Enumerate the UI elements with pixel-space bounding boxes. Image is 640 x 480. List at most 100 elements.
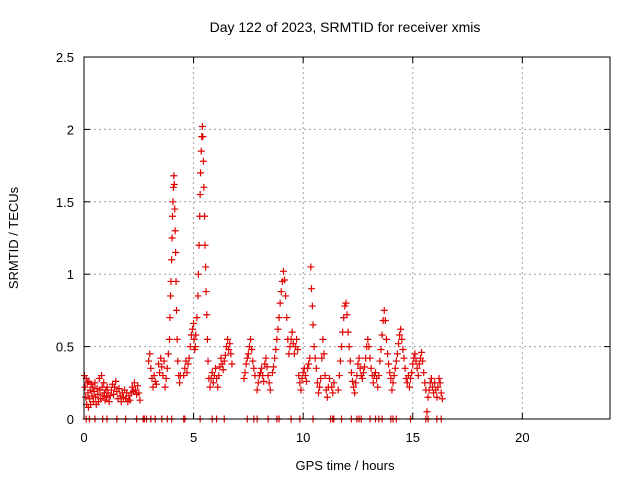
data-point [266,386,274,394]
data-point [168,234,176,242]
x-tick-label: 15 [406,430,420,445]
data-point [436,379,444,387]
data-point [191,343,199,351]
data-point [170,172,178,180]
data-point [418,348,426,356]
data-point [168,256,176,264]
data-point [307,285,315,293]
data-point [388,386,396,394]
y-tick-label: 0 [67,412,74,427]
data-point [374,383,382,391]
data-point [169,212,177,220]
data-point [185,354,193,362]
data-point [424,393,432,401]
data-point [419,357,427,365]
data-point [200,183,208,191]
data-point [310,343,318,351]
data-point [401,364,409,372]
data-point [224,335,232,343]
data-point [265,379,273,387]
data-point [282,292,290,300]
data-point [197,169,205,177]
data-point [94,390,102,398]
data-point [348,377,356,385]
data-point [82,393,90,401]
data-point [351,389,359,397]
data-point [318,354,326,362]
data-point [302,377,310,385]
data-point [250,364,258,372]
data-point [242,360,250,368]
data-point [328,383,336,391]
data-point [126,396,134,404]
data-point [202,263,210,271]
data-point [386,369,394,377]
data-point [390,372,398,380]
data-point [411,350,419,358]
data-point [88,392,96,400]
data-point [297,386,305,394]
data-point [103,393,111,401]
y-tick-label: 1 [67,267,74,282]
data-point [334,386,342,394]
data-point [359,369,367,377]
data-point [319,335,327,343]
data-point [315,389,323,397]
data-point [335,372,343,380]
x-tick-label: 5 [190,430,197,445]
data-point [192,331,200,339]
data-point [330,379,338,387]
data-point [288,328,296,336]
data-point [171,205,179,213]
data-point [171,227,179,235]
data-point [290,350,298,358]
data-point [103,383,111,391]
data-point [376,357,384,365]
data-point [268,369,276,377]
y-tick-label: 1.5 [56,195,74,210]
data-point [214,383,222,391]
data-point [81,383,89,391]
data-point [146,350,154,358]
data-point [385,360,393,368]
data-point [240,374,248,382]
data-point [361,363,369,371]
data-point [323,393,331,401]
data-point [395,340,403,348]
data-point [434,383,442,391]
data-point [407,374,415,382]
data-point [317,374,325,382]
data-point [321,372,329,380]
x-tick-label: 10 [296,430,310,445]
data-point [258,364,266,372]
data-point [162,374,170,382]
data-point [244,350,252,358]
data-point [316,383,324,391]
data-point [350,383,358,391]
data-point [203,311,211,319]
data-point [354,360,362,368]
x-tick-label: 20 [515,430,529,445]
data-point [293,335,301,343]
y-tick-label: 2.5 [56,50,74,65]
data-point [271,354,279,362]
data-point [158,363,166,371]
data-point [152,380,160,388]
data-point [241,369,249,377]
data-point [408,369,416,377]
data-point [100,379,108,387]
data-point [398,335,406,343]
data-point [276,299,284,307]
data-point [226,340,234,348]
data-point [106,392,114,400]
data-point [188,325,196,333]
data-point [170,180,178,188]
data-point [364,335,372,343]
plot-frame [83,56,611,420]
data-point [221,351,229,359]
data-point [414,372,422,380]
data-point [435,374,443,382]
data-point [215,372,223,380]
data-point [420,369,428,377]
data-point [344,328,352,336]
